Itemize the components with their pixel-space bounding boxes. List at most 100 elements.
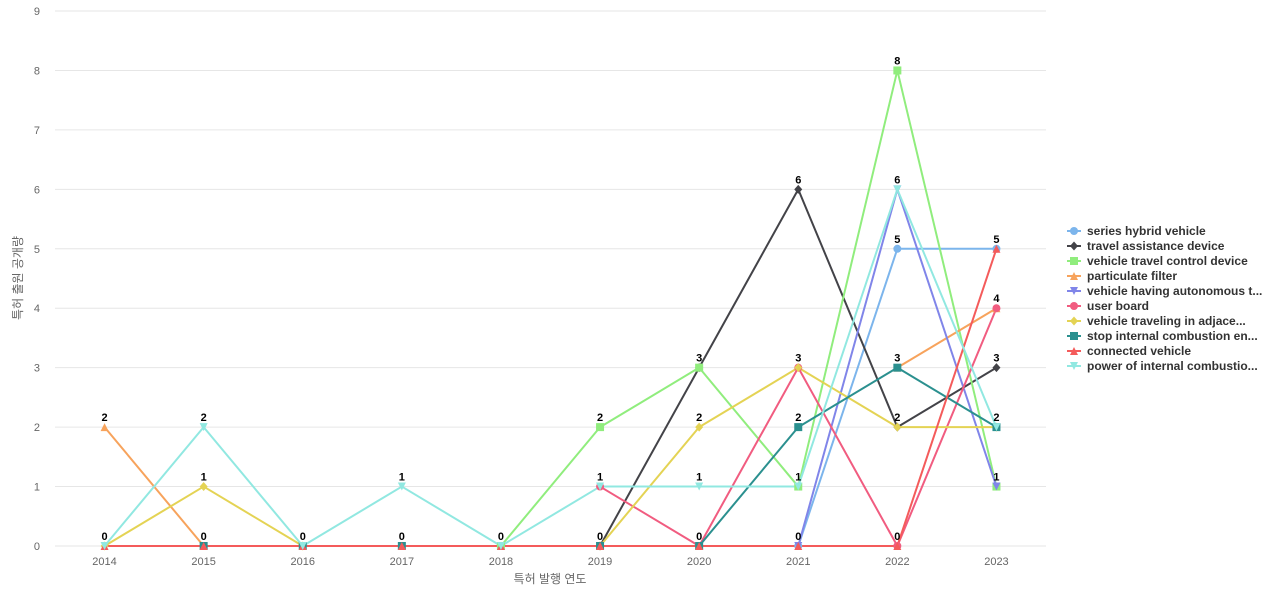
data-label-2015-2: 2 — [201, 412, 207, 424]
data-label-2016-0: 0 — [300, 531, 306, 543]
x-tick-label-2023: 2023 — [984, 556, 1008, 568]
marker-power-of-internal-combustio-2021 — [794, 482, 803, 491]
x-tick-label-2021: 2021 — [786, 556, 810, 568]
marker-travel-assistance-device-2023 — [992, 363, 1001, 373]
x-tick-label-2016: 2016 — [291, 556, 315, 568]
marker-connected-vehicle-2015 — [199, 542, 208, 550]
marker-vehicle-traveling-in-adjace-2021 — [794, 363, 803, 373]
x-tick-label-2020: 2020 — [687, 556, 711, 568]
marker-vehicle-travel-control-device-2020 — [695, 363, 704, 372]
legend-label-power-of-internal-combustio: power of internal combustio... — [1087, 359, 1258, 373]
y-tick-label-0: 0 — [34, 541, 40, 553]
y-tick-label-6: 6 — [34, 184, 40, 196]
legend-label-travel-assistance-device: travel assistance device — [1087, 239, 1225, 253]
x-tick-label-2019: 2019 — [588, 556, 612, 568]
marker-power-of-internal-combustio-2018 — [496, 542, 505, 550]
series-line-stop-internal-combustion-en-1 — [600, 366, 997, 547]
legend-marker-connected-vehicle — [1070, 347, 1078, 355]
legend-item-connected-vehicle[interactable]: connected vehicle — [1067, 344, 1191, 358]
data-label-2023-5: 5 — [993, 234, 999, 246]
x-tick-label-2022: 2022 — [885, 556, 909, 568]
legend-label-vehicle-having-autonomous-t: vehicle having autonomous t... — [1087, 284, 1262, 298]
data-label-2014-0: 0 — [101, 531, 107, 543]
legend-marker-user-board — [1070, 302, 1078, 310]
legend-label-user-board: user board — [1087, 299, 1149, 313]
legend-item-travel-assistance-device[interactable]: travel assistance device — [1067, 239, 1225, 253]
marker-power-of-internal-combustio-2023 — [992, 423, 1001, 432]
legend-item-user-board[interactable]: user board — [1067, 299, 1149, 313]
data-label-2020-2: 2 — [696, 412, 702, 424]
legend-marker-vehicle-travel-control-device — [1070, 257, 1078, 265]
marker-particulate-filter-2014 — [100, 423, 109, 432]
marker-connected-vehicle-2019 — [596, 542, 605, 550]
y-tick-label-9: 9 — [34, 6, 40, 18]
marker-vehicle-travel-control-device-2019 — [596, 423, 605, 432]
gridlines — [55, 10, 1046, 547]
legend-marker-stop-internal-combustion-en — [1070, 332, 1078, 340]
x-axis-ticks: 2014 2015 2016 2017 2018 2019 2020 2021 2022 2023 — [92, 556, 1008, 568]
data-label-2023-1: 1 — [993, 472, 999, 484]
legend-label-vehicle-travel-control-device: vehicle travel control device — [1087, 254, 1248, 268]
data-label-2022-0: 0 — [894, 531, 900, 543]
legend-item-power-of-internal-combustio[interactable]: power of internal combustio... — [1067, 359, 1258, 373]
data-label-2017-1: 1 — [399, 472, 405, 484]
data-label-2015-0: 0 — [201, 531, 207, 543]
marker-power-of-internal-combustio-2022 — [893, 185, 902, 194]
x-tick-label-2015: 2015 — [191, 556, 215, 568]
y-axis-title: 특허 출원 공개량 — [11, 236, 25, 320]
legend-item-series-hybrid-vehicle[interactable]: series hybrid vehicle — [1067, 224, 1206, 238]
legend-item-vehicle-travel-control-device[interactable]: vehicle travel control device — [1067, 254, 1248, 268]
marker-stop-internal-combustion-en-2021 — [794, 423, 803, 432]
marker-connected-vehicle-2021 — [794, 542, 803, 550]
data-label-2022-2: 2 — [894, 412, 900, 424]
legend-item-particulate-filter[interactable]: particulate filter — [1067, 269, 1177, 283]
y-axis-ticks: 0 1 2 3 4 5 6 7 8 9 — [34, 6, 40, 553]
data-label-2021-2: 2 — [795, 412, 801, 424]
marker-power-of-internal-combustio-2017 — [397, 482, 406, 491]
x-tick-label-2018: 2018 — [489, 556, 513, 568]
marker-connected-vehicle-2022 — [893, 542, 902, 550]
legend-label-series-hybrid-vehicle: series hybrid vehicle — [1087, 224, 1206, 238]
data-label-2021-1: 1 — [795, 472, 801, 484]
marker-stop-internal-combustion-en-2022 — [893, 363, 902, 372]
legend-item-vehicle-traveling-in-adjace[interactable]: vehicle traveling in adjace... — [1067, 314, 1246, 328]
legend-item-vehicle-having-autonomous-t[interactable]: vehicle having autonomous t... — [1067, 284, 1262, 298]
data-label-2019-1: 1 — [597, 472, 603, 484]
marker-vehicle-traveling-in-adjace-2015 — [199, 482, 208, 492]
data-label-2015-1: 1 — [201, 472, 207, 484]
legend-marker-vehicle-having-autonomous-t — [1070, 287, 1078, 295]
data-label-2021-6: 6 — [795, 174, 801, 186]
x-tick-label-2017: 2017 — [390, 556, 414, 568]
data-label-2022-5: 5 — [894, 234, 900, 246]
y-tick-label-5: 5 — [34, 244, 40, 256]
data-label-2019-2: 2 — [597, 412, 603, 424]
marker-connected-vehicle-2020 — [695, 542, 704, 550]
marker-vehicle-traveling-in-adjace-2020 — [695, 422, 704, 432]
x-tick-label-2014: 2014 — [92, 556, 116, 568]
legend-item-stop-internal-combustion-en[interactable]: stop internal combustion en... — [1067, 329, 1258, 343]
y-tick-label-3: 3 — [34, 363, 40, 375]
series-line-connected-vehicle — [104, 248, 998, 547]
y-tick-label-7: 7 — [34, 125, 40, 137]
marker-series-hybrid-vehicle-2022 — [893, 244, 902, 253]
data-label-2022-6: 6 — [894, 174, 900, 186]
marker-user-board-2023 — [992, 304, 1001, 313]
marker-power-of-internal-combustio-2020 — [695, 482, 704, 491]
data-label-2020-1: 1 — [696, 472, 702, 484]
marker-power-of-internal-combustio-2016 — [298, 542, 307, 550]
marker-power-of-internal-combustio-2015 — [199, 423, 208, 432]
marker-vehicle-travel-control-device-2022 — [893, 66, 902, 75]
data-label-2023-2: 2 — [993, 412, 999, 424]
legend-marker-travel-assistance-device — [1070, 241, 1078, 251]
data-label-2014-2: 2 — [101, 412, 107, 424]
data-label-2018-0: 0 — [498, 531, 504, 543]
data-label-2020-0: 0 — [696, 531, 702, 543]
series-markers — [100, 66, 1001, 551]
legend-label-stop-internal-combustion-en: stop internal combustion en... — [1087, 329, 1258, 343]
data-label-2020-3: 3 — [696, 353, 702, 365]
marker-connected-vehicle-2023 — [992, 244, 1001, 253]
data-label-2017-0: 0 — [399, 531, 405, 543]
